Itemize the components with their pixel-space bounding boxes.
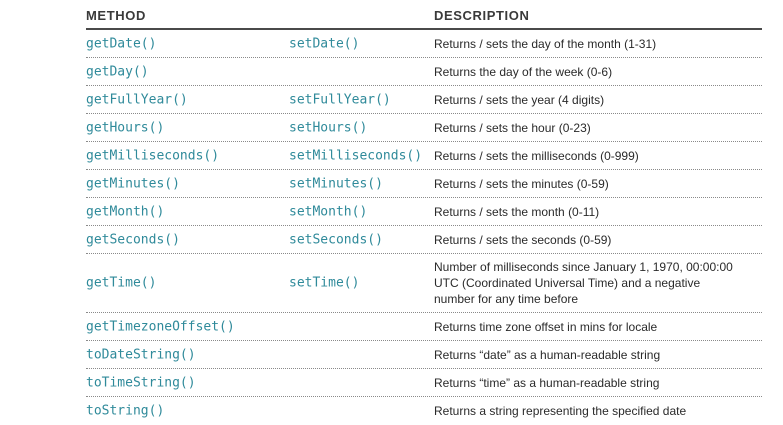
- method-description: Returns / sets the month (0-11): [434, 204, 600, 219]
- getter-method: getDay(): [86, 64, 149, 79]
- table-row: getFullYear() setFullYear() Returns / se…: [86, 86, 762, 114]
- setter-method: setSeconds(): [289, 232, 383, 247]
- table-row: getTime() setTime() Number of millisecon…: [86, 254, 762, 313]
- getter-method: getMilliseconds(): [86, 148, 220, 163]
- method-description: Number of milliseconds since January 1, …: [434, 260, 733, 306]
- table-row: getSeconds() setSeconds() Returns / sets…: [86, 226, 762, 254]
- getter-method: toTimeString(): [86, 375, 196, 390]
- method-description: Returns / sets the milliseconds (0-999): [434, 148, 639, 163]
- description-column-header: DESCRIPTION: [434, 8, 530, 23]
- table-row: getDay() Returns the day of the week (0-…: [86, 58, 762, 86]
- method-description: Returns a string representing the specif…: [434, 404, 687, 418]
- setter-method: setFullYear(): [289, 92, 391, 107]
- setter-method: setDate(): [289, 36, 360, 51]
- method-description: Returns the day of the week (0-6): [434, 64, 613, 79]
- table-row: getMinutes() setMinutes() Returns / sets…: [86, 170, 762, 198]
- getter-method: getSeconds(): [86, 232, 180, 247]
- getter-method: getMinutes(): [86, 176, 180, 191]
- table-row: getMonth() setMonth() Returns / sets the…: [86, 198, 762, 226]
- table-row: toTimeString() Returns “time” as a human…: [86, 369, 762, 397]
- getter-method: toDateString(): [86, 347, 196, 362]
- method-description: Returns / sets the hour (0-23): [434, 120, 591, 135]
- getter-method: getTime(): [86, 275, 157, 291]
- table-row: getTimezoneOffset() Returns time zone of…: [86, 313, 762, 341]
- date-methods-table: METHOD DESCRIPTION getDate() setDate() R…: [86, 0, 762, 425]
- setter-method: setMinutes(): [289, 176, 383, 191]
- setter-method: setHours(): [289, 120, 368, 135]
- getter-method: getHours(): [86, 120, 165, 135]
- getter-method: getDate(): [86, 36, 157, 51]
- setter-method: setMilliseconds(): [289, 148, 423, 163]
- table-header: METHOD DESCRIPTION: [86, 0, 762, 30]
- table-row: getHours() setHours() Returns / sets the…: [86, 114, 762, 142]
- table-row: toString() Returns a string representing…: [86, 397, 762, 425]
- getter-method: getTimezoneOffset(): [86, 319, 235, 334]
- method-description: Returns “time” as a human-readable strin…: [434, 375, 660, 390]
- table-row: getMilliseconds() setMilliseconds() Retu…: [86, 142, 762, 170]
- method-description: Returns / sets the seconds (0-59): [434, 232, 612, 247]
- setter-method: setMonth(): [289, 204, 368, 219]
- table-row: toDateString() Returns “date” as a human…: [86, 341, 762, 369]
- getter-method: toString(): [86, 403, 165, 419]
- method-description: Returns time zone offset in mins for loc…: [434, 319, 658, 334]
- method-description: Returns / sets the year (4 digits): [434, 92, 605, 107]
- method-description: Returns / sets the minutes (0-59): [434, 176, 609, 191]
- method-description: Returns / sets the day of the month (1-3…: [434, 36, 657, 51]
- getter-method: getFullYear(): [86, 92, 188, 107]
- getter-method: getMonth(): [86, 204, 165, 219]
- method-description: Returns “date” as a human-readable strin…: [434, 347, 661, 362]
- setter-method: setTime(): [289, 275, 360, 291]
- method-column-header: METHOD: [86, 8, 146, 23]
- table-row: getDate() setDate() Returns / sets the d…: [86, 30, 762, 58]
